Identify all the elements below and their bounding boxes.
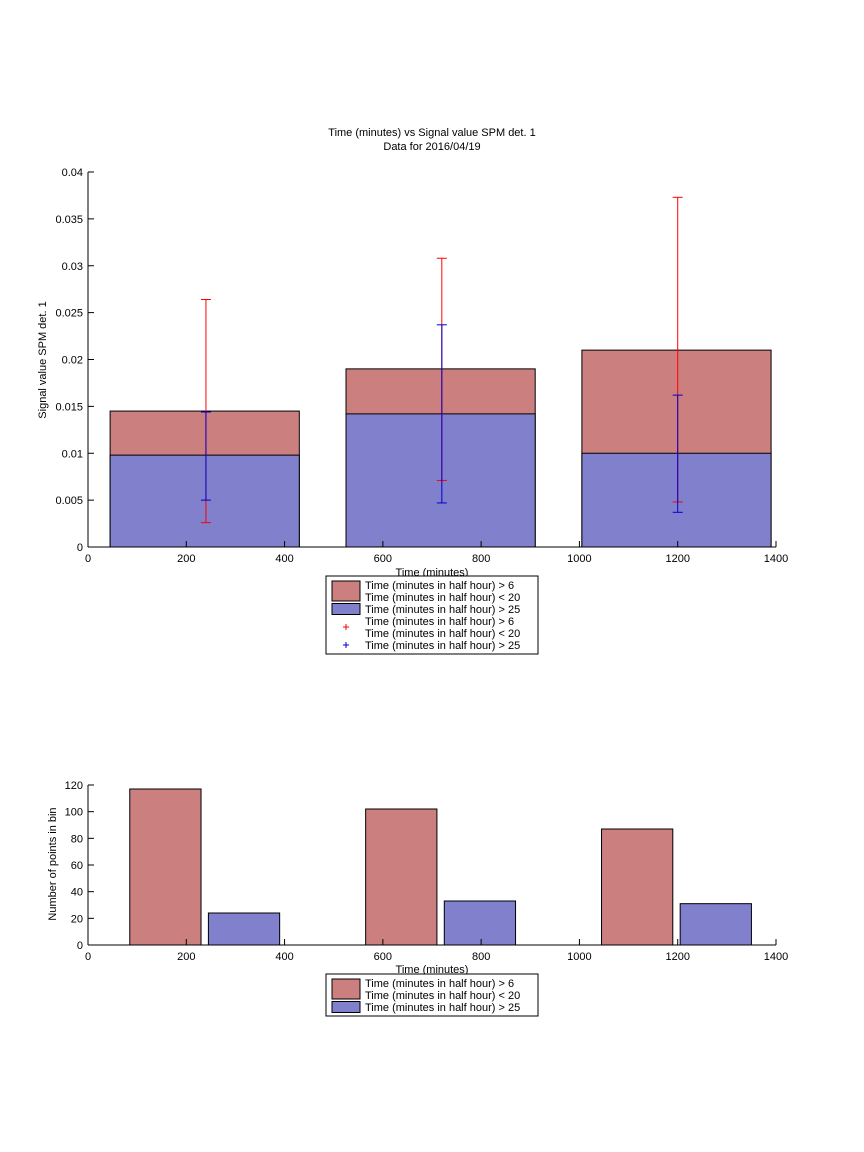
- y-tick-label: 120: [65, 780, 83, 792]
- x-tick-label: 200: [177, 951, 195, 963]
- x-tick-label: 200: [177, 553, 195, 565]
- bar: [109, 454, 300, 548]
- bar: [365, 808, 438, 946]
- legend-label: Time (minutes in half hour) > 25: [365, 604, 520, 616]
- bar: [129, 788, 202, 946]
- plot-area: 0 200 400 600 800 1000 1200 1400 0 0.005 0.01 0.015…: [55, 167, 788, 565]
- y-tick-label: 80: [71, 833, 83, 845]
- y-tick-label: 40: [71, 887, 83, 899]
- legend-box: [325, 575, 539, 655]
- x-tick-label: 400: [275, 553, 293, 565]
- bar: [581, 452, 772, 548]
- x-tick-label: 600: [374, 553, 392, 565]
- x-tick-label: 1200: [665, 951, 689, 963]
- legend-label: Time (minutes in half hour) > 25: [365, 640, 520, 652]
- legend-label: Time (minutes in half hour) < 20: [365, 990, 520, 1002]
- count-chart: Time (minutes) Number of points in bin 0…: [47, 780, 789, 1017]
- legend-label: Time (minutes in half hour) > 25: [365, 1002, 520, 1014]
- y-axis-label: Number of points in bin: [47, 807, 59, 920]
- bar: [207, 912, 281, 946]
- plot-area: 0 200 400 600 800 1000 1200 1400 0 20 40 60 80 100 120: [65, 780, 789, 963]
- signal-chart: Time (minutes) vs Signal value SPM det. …: [37, 127, 788, 655]
- chart-subtitle: Data for 2016/04/19: [383, 141, 480, 153]
- legend-label: Time (minutes in half hour) > 6: [365, 978, 514, 990]
- x-tick-label: 1200: [665, 553, 689, 565]
- bar: [601, 828, 674, 946]
- y-tick-label: 0.025: [55, 308, 83, 320]
- legend-box: [325, 973, 539, 1017]
- y-tick-label: 0.01: [62, 448, 83, 460]
- x-tick-label: 800: [472, 553, 490, 565]
- x-tick-label: 600: [374, 951, 392, 963]
- x-tick-label: 800: [472, 951, 490, 963]
- x-tick-label: 400: [275, 951, 293, 963]
- x-tick-label: 0: [85, 951, 91, 963]
- x-tick-label: 1000: [567, 951, 591, 963]
- bar: [679, 903, 752, 946]
- y-tick-label: 60: [71, 860, 83, 872]
- x-tick-label: 1000: [567, 553, 591, 565]
- y-tick-label: 20: [71, 913, 83, 925]
- y-tick-label: 0.005: [55, 495, 83, 507]
- y-tick-label: 0: [77, 542, 83, 554]
- legend-swatch: [331, 978, 361, 1000]
- x-tick-label: 1400: [764, 553, 788, 565]
- legend-swatch: [331, 1001, 361, 1013]
- legend-label: Time (minutes in half hour) > 6: [365, 580, 514, 592]
- legend-swatch: [331, 603, 361, 615]
- y-tick-label: 0.02: [62, 355, 83, 367]
- x-tick-label: 1400: [764, 951, 788, 963]
- y-tick-label: 100: [65, 807, 83, 819]
- y-axis-label: Signal value SPM det. 1: [37, 301, 49, 418]
- chart-title: Time (minutes) vs Signal value SPM det. …: [328, 127, 535, 139]
- legend-swatch: [331, 580, 361, 602]
- legend-label: Time (minutes in half hour) > 6: [365, 616, 514, 628]
- bar: [443, 900, 517, 946]
- y-tick-label: 0.03: [62, 261, 83, 273]
- x-axis-label: Time (minutes): [396, 964, 469, 976]
- legend-label: Time (minutes in half hour) < 20: [365, 628, 520, 640]
- y-tick-label: 0.04: [62, 167, 83, 179]
- y-tick-label: 0.035: [55, 214, 83, 226]
- y-tick-label: 0.015: [55, 401, 83, 413]
- x-tick-label: 0: [85, 553, 91, 565]
- legend-label: Time (minutes in half hour) < 20: [365, 592, 520, 604]
- y-tick-label: 0: [77, 940, 83, 952]
